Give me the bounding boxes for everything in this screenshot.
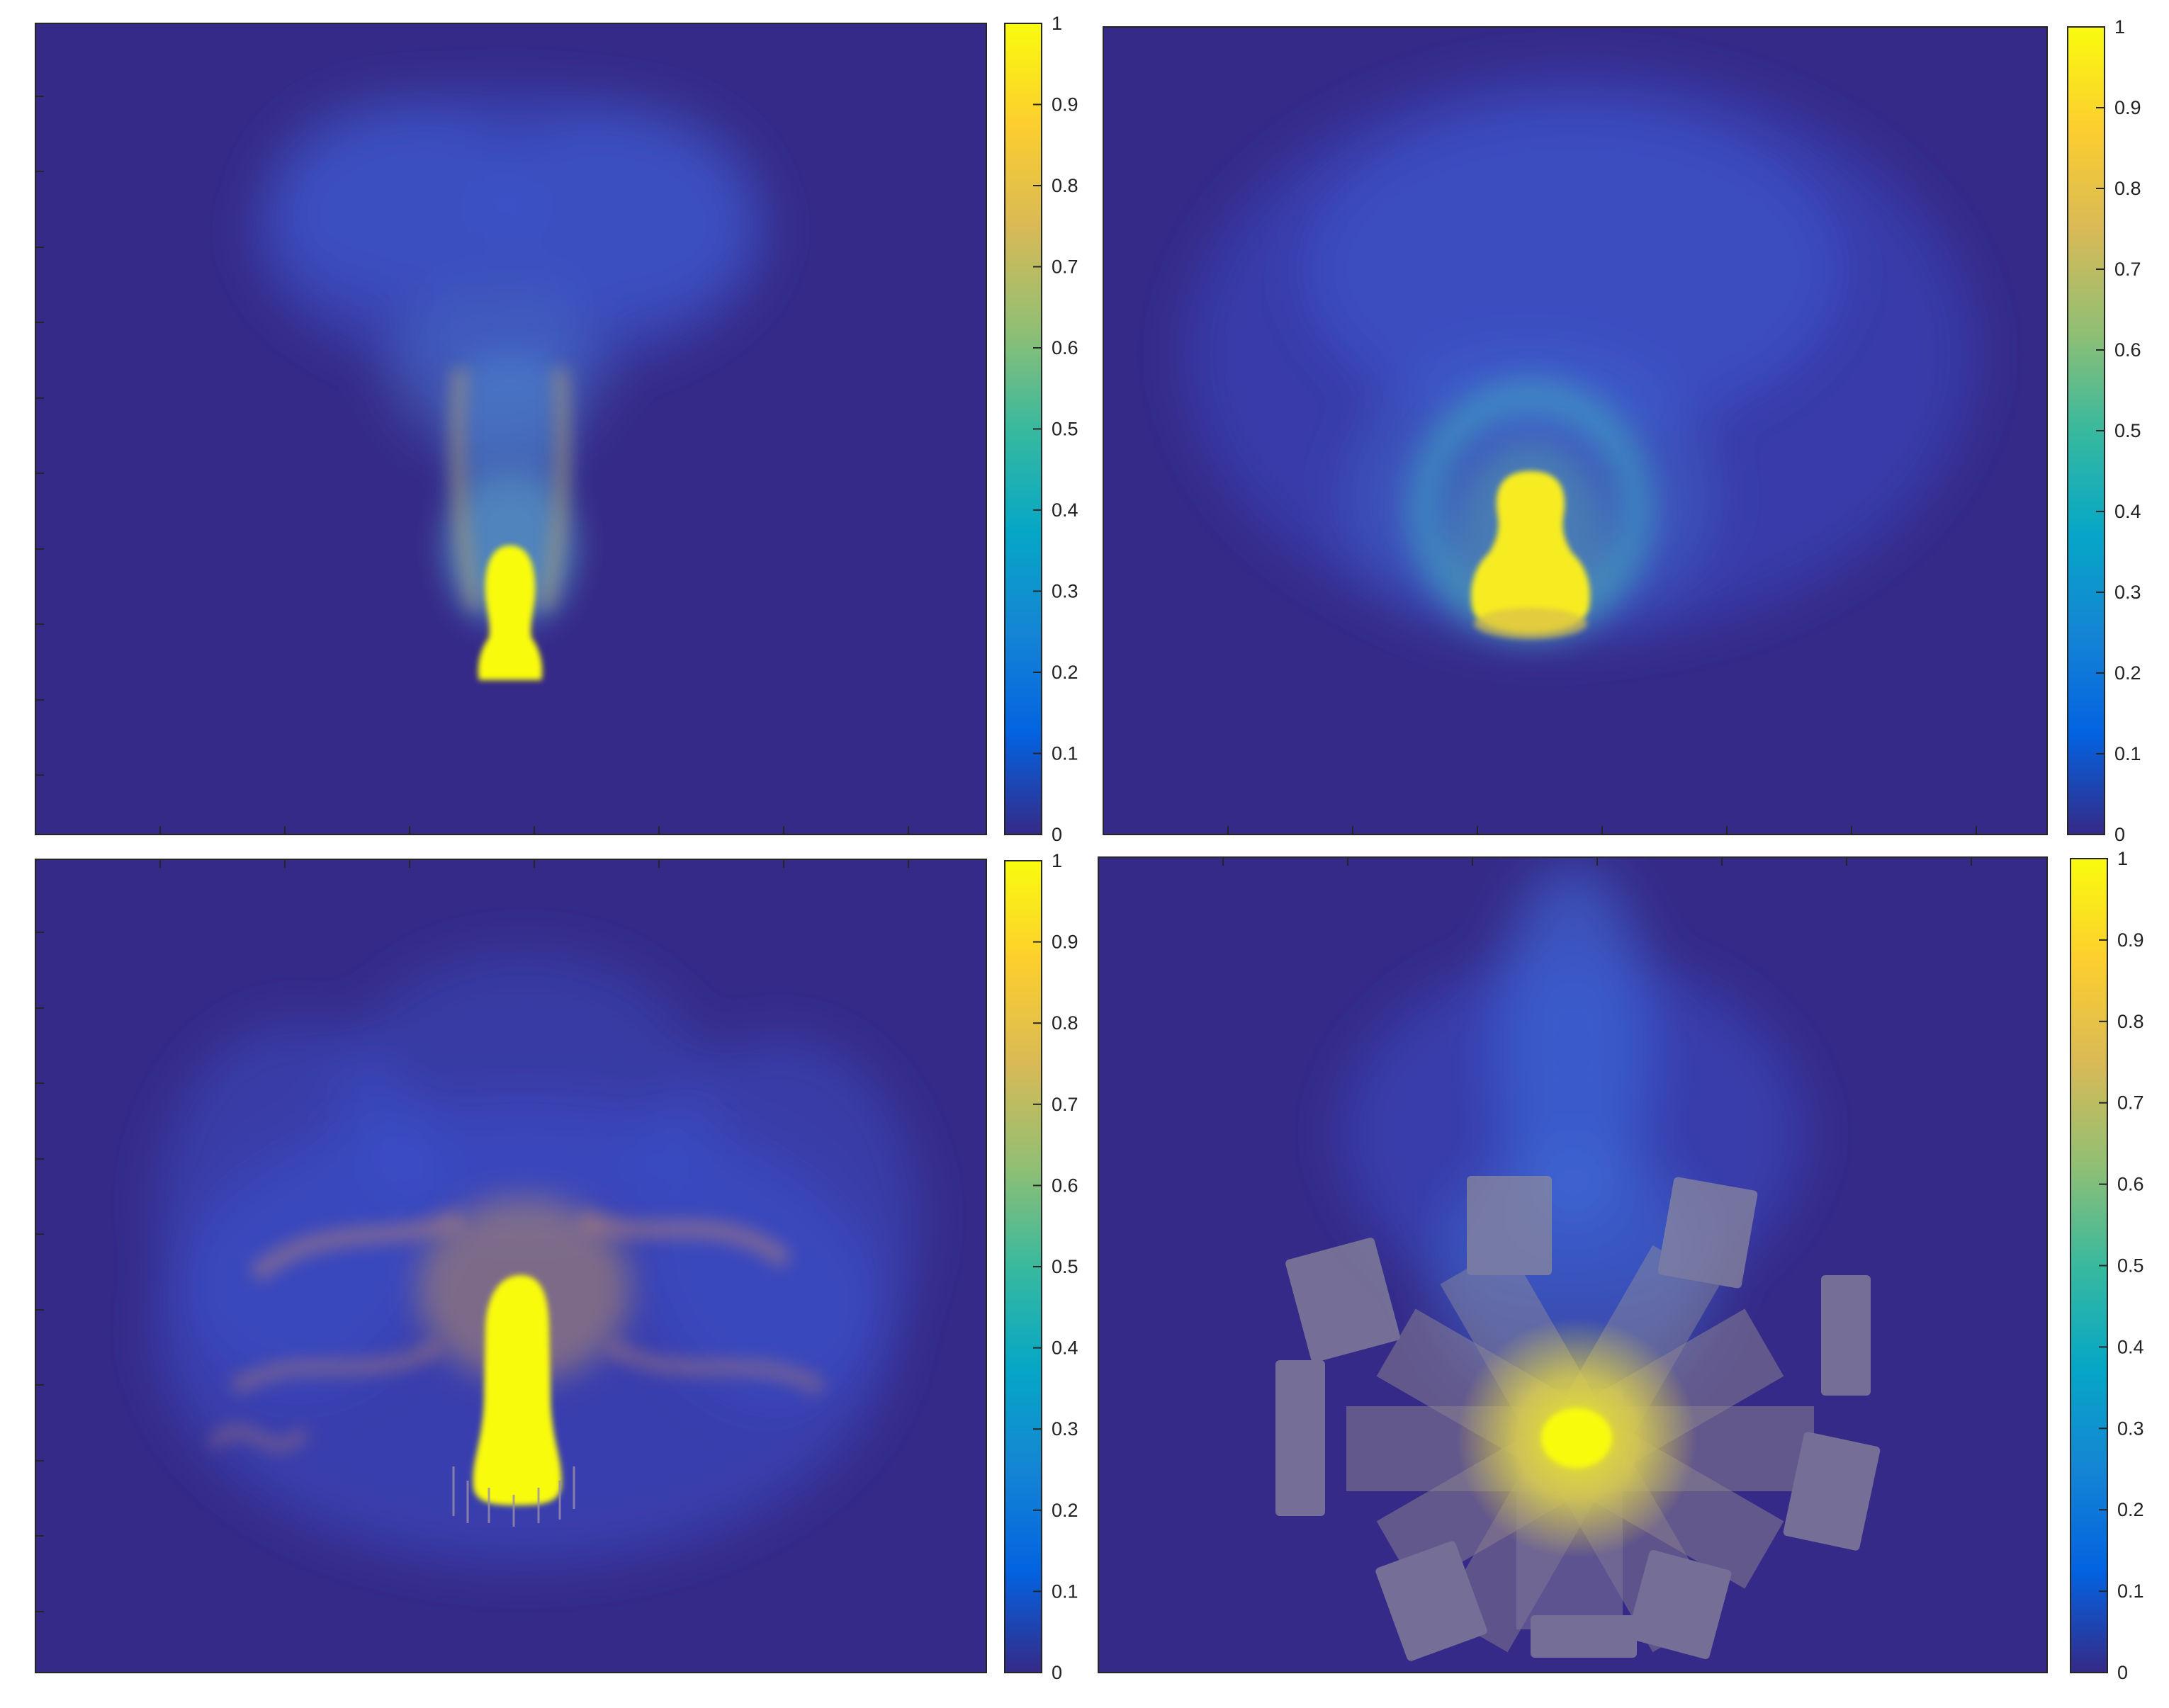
colorbar-tick-label: 0.8: [1052, 175, 1078, 196]
colorbar-tick-label: 0.5: [2117, 1255, 2144, 1277]
panel-2-core: [1471, 471, 1590, 633]
colorbar-tick-label: 0.9: [1052, 94, 1078, 115]
panel-1-diffuse-plume: [255, 92, 765, 453]
colorbar-tick-label: 0.8: [1052, 1012, 1078, 1034]
colorbar-tick-label: 0.2: [2114, 662, 2141, 684]
colorbar-tick-label: 0: [2117, 1662, 2128, 1683]
colorbar-tick-label: 0.9: [2117, 929, 2144, 951]
colorbar-tick-label: 0.6: [2114, 339, 2141, 361]
colorbar-tick-label: 0.2: [1052, 1500, 1078, 1521]
colorbar-tick-label: 0.1: [1052, 1580, 1078, 1602]
colorbar-tick-label: 0.3: [1052, 1418, 1078, 1440]
colorbar-tick-label: 1: [2117, 848, 2128, 869]
colorbar-tick-label: 0.6: [1052, 1175, 1078, 1196]
panel-3-axis-ticks: [35, 859, 909, 1612]
colorbar-tick-label: 0.4: [1052, 1337, 1078, 1359]
panel-4-device: [1275, 1360, 1325, 1516]
colorbar-tick-label: 0.3: [2117, 1418, 2144, 1439]
panel-2-colorbar: 0 0.1 0.2 0.3 0.4 0.5 0.6 0.7 0.8 0.9 1: [2067, 16, 2141, 845]
panel-4-device: [1467, 1176, 1552, 1275]
colorbar-tick-label: 0.1: [2114, 743, 2141, 764]
colorbar-tick-label: 0.4: [2114, 501, 2141, 522]
panel-4-field: [1275, 864, 1881, 1661]
panel-3-colorbar: 0 0.1 0.2 0.3 0.4 0.5 0.6 0.7 0.8 0.9 1: [1004, 850, 1078, 1683]
panel-4-colorbar: 0 0.1 0.2 0.3 0.4 0.5 0.6 0.7 0.8 0.9 1: [2070, 848, 2144, 1683]
colorbar-tick-label: 0.6: [2117, 1174, 2144, 1195]
panel-1-axis-ticks: [35, 96, 909, 835]
colorbar-tick-label: 0: [1052, 824, 1062, 845]
colorbar-tick-label: 0.6: [1052, 337, 1078, 358]
panel-4-device: [1627, 1550, 1732, 1659]
colorbar-tick-label: 0.5: [1052, 419, 1078, 440]
colorbar-tick-label: 0.1: [2117, 1580, 2144, 1602]
colorbar-tick-label: 0.9: [1052, 932, 1078, 953]
colorbar-tick-label: 0.5: [1052, 1256, 1078, 1277]
colorbar-tick-label: 1: [1052, 13, 1062, 34]
colorbar-tick-label: 0.8: [2117, 1011, 2144, 1032]
colorbar-tick-label: 0: [2114, 824, 2125, 845]
panel-4-device: [1285, 1238, 1400, 1362]
panel-1-streaks: [451, 368, 569, 611]
panel-1-colorbar: 0 0.1 0.2 0.3 0.4 0.5 0.6 0.7 0.8 0.9 1: [1004, 13, 1078, 845]
colorbar-tick-label: 0.4: [2117, 1336, 2144, 1357]
panel-3: 0 0.1 0.2 0.3 0.4 0.5 0.6 0.7 0.8 0.9 1: [35, 850, 1078, 1683]
colorbar-tick-label: 0.8: [2114, 178, 2141, 199]
colorbar-tick-label: 0.2: [1052, 662, 1078, 683]
colorbar-tick-label: 0.2: [2117, 1499, 2144, 1520]
colorbar-tick-label: 0.9: [2114, 97, 2141, 118]
panel-4: 0 0.1 0.2 0.3 0.4 0.5 0.6 0.7 0.8 0.9 1: [1098, 848, 2144, 1683]
panel-3-core: [473, 1275, 562, 1505]
colorbar-tick-label: 0.4: [1052, 499, 1078, 521]
panel-3-support-legs: [452, 1466, 575, 1527]
panel-1: 0 0.1 0.2 0.3 0.4 0.5 0.6 0.7 0.8 0.9 1: [35, 13, 1078, 845]
panel-4-device: [1657, 1177, 1758, 1289]
colorbar-tick-label: 0.5: [2114, 420, 2141, 441]
colorbar-tick-label: 0: [1052, 1662, 1062, 1683]
panel-4-device: [1821, 1275, 1871, 1396]
panel-2-axis-ticks: [1227, 826, 1977, 835]
colorbar-tick-label: 0.7: [2117, 1092, 2144, 1114]
panel-4-device: [1531, 1615, 1637, 1658]
panel-4-device: [1375, 1541, 1487, 1661]
colorbar-tick-label: 0.3: [2114, 582, 2141, 603]
colorbar-tick-label: 0.7: [1052, 1094, 1078, 1115]
panel-3-field: [156, 949, 921, 1566]
panel-1-core: [478, 545, 543, 680]
colorbar-tick-label: 1: [1052, 850, 1062, 871]
panel-3-warm-streaks: [208, 1209, 826, 1452]
panel-4-hotspot-core: [1541, 1408, 1612, 1468]
panel-4-axis-ticks: [1222, 857, 1972, 866]
colorbar-tick-label: 0.3: [1052, 581, 1078, 602]
panel-4-device: [1783, 1432, 1881, 1551]
colorbar-tick-label: 0.1: [1052, 743, 1078, 764]
panel-2: 0 0.1 0.2 0.3 0.4 0.5 0.6 0.7 0.8 0.9 1: [1103, 16, 2141, 845]
colorbar-tick-label: 0.7: [2114, 259, 2141, 280]
panel-1-field: [255, 92, 765, 680]
panel-2-field: [1183, 71, 1977, 639]
panel-2-diffuse-dome: [1183, 71, 1977, 638]
colorbar-tick-label: 1: [2114, 16, 2125, 38]
colorbar-tick-label: 0.7: [1052, 256, 1078, 278]
